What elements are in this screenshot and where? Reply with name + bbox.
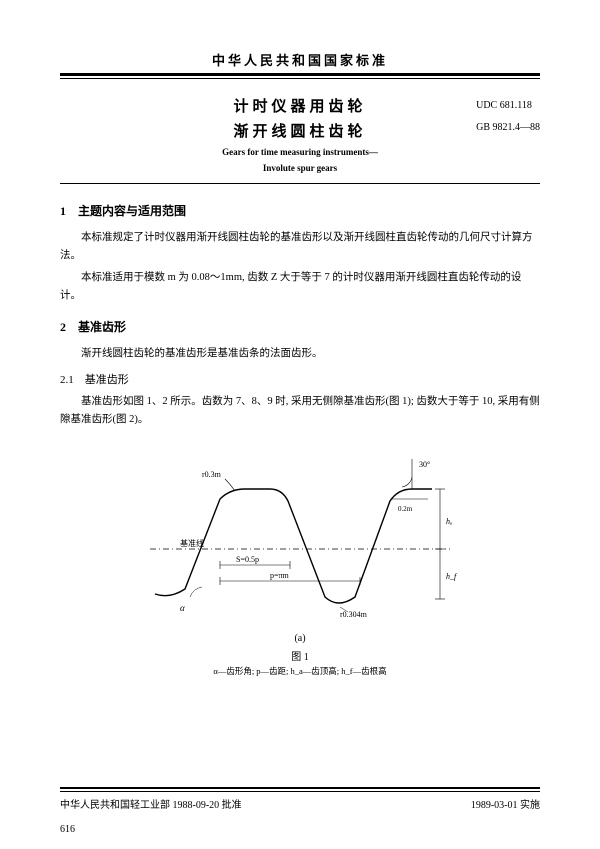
gear-profile-diagram: 基准线 r0.3m 30° hₐ h_f 0.2m S=0.5p <box>130 439 470 629</box>
page-number: 616 <box>60 824 75 835</box>
figure-legend: α—齿形角; p—齿距; h_a—齿顶高; h_f—齿根高 <box>60 665 540 677</box>
r2-label: r0.304m <box>340 610 368 619</box>
svg-text:α: α <box>180 603 185 613</box>
main-title-1: 计时仪器用齿轮 <box>60 95 540 116</box>
udc-row: UDC 681.118 <box>476 95 540 117</box>
section-1-p1: 本标准规定了计时仪器用渐开线圆柱齿轮的基准齿形以及渐开线圆柱直齿轮传动的几何尺寸… <box>60 229 540 265</box>
gb-code: 9821.4—88 <box>493 122 541 133</box>
svg-text:h_f: h_f <box>446 572 458 581</box>
h1-label: 0.2m <box>398 505 413 513</box>
section-1-heading: 1 主题内容与适用范围 <box>60 202 540 219</box>
figure-a-label: (a) <box>60 633 540 644</box>
s-label: S=0.5p <box>236 555 259 564</box>
main-title-2: 渐开线圆柱齿轮 <box>60 120 540 141</box>
page-footer: 中华人民共和国轻工业部 1988-09-20 批准 1989-03-01 实施 <box>60 787 540 811</box>
svg-text:hₐ: hₐ <box>446 517 453 526</box>
baseline-label: 基准线 <box>180 538 204 548</box>
header-rule <box>60 73 540 79</box>
angle-label: 30° <box>419 460 430 469</box>
udc-code: 681.118 <box>500 100 532 111</box>
section-1-p2: 本标准适用于模数 m 为 0.08～1mm, 齿数 Z 大于等于 7 的计时仪器… <box>60 269 540 305</box>
title-block: UDC 681.118 GB 9821.4—88 计时仪器用齿轮 渐开线圆柱齿轮… <box>60 95 540 173</box>
en-title-2: Involute spur gears <box>60 163 540 173</box>
classification-codes: UDC 681.118 GB 9821.4—88 <box>476 95 540 139</box>
document-page: 中华人民共和国国家标准 UDC 681.118 GB 9821.4—88 计时仪… <box>0 0 600 849</box>
effective-text: 1989-03-01 实施 <box>471 796 540 811</box>
r1-label: r0.3m <box>202 470 222 479</box>
gb-row: GB 9821.4—88 <box>476 117 540 139</box>
footer-rule <box>60 787 540 792</box>
org-title: 中华人民共和国国家标准 <box>60 50 540 69</box>
footer-row: 中华人民共和国轻工业部 1988-09-20 批准 1989-03-01 实施 <box>60 796 540 811</box>
section-2-p1: 渐开线圆柱齿轮的基准齿形是基准齿条的法面齿形。 <box>60 345 540 363</box>
title-rule <box>60 183 540 184</box>
en-title-1: Gears for time measuring instruments— <box>60 147 540 157</box>
figure-title: 图 1 <box>60 648 540 663</box>
udc-label: UDC <box>476 100 497 111</box>
approval-text: 中华人民共和国轻工业部 1988-09-20 批准 <box>60 796 242 811</box>
p-label: p=πm <box>270 571 290 580</box>
section-2-heading: 2 基准齿形 <box>60 318 540 335</box>
gb-label: GB <box>476 122 490 133</box>
figure-1: 基准线 r0.3m 30° hₐ h_f 0.2m S=0.5p <box>60 439 540 677</box>
section-2-1-heading: 2.1 基准齿形 <box>60 371 540 387</box>
section-2-p2: 基准齿形如图 1、2 所示。齿数为 7、8、9 时, 采用无侧隙基准齿形(图 1… <box>60 393 540 429</box>
